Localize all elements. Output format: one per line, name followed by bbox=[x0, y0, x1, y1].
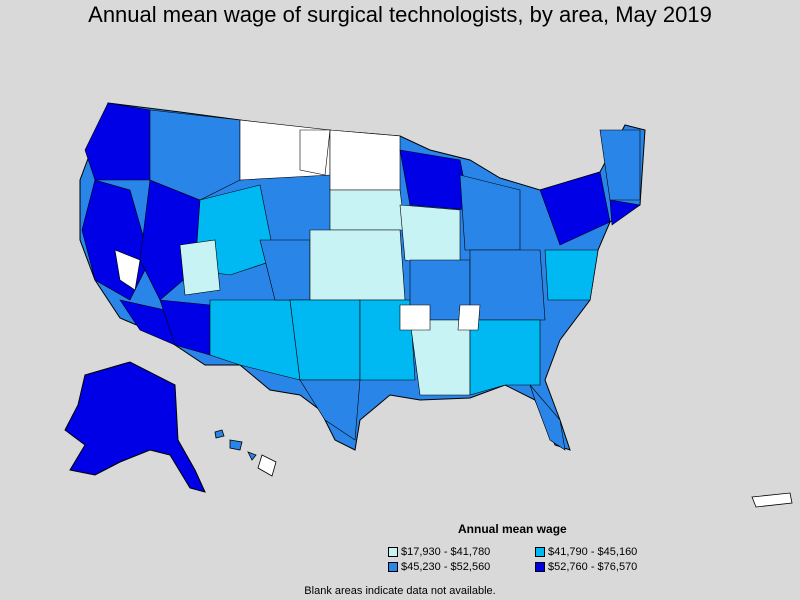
legend-label: $52,760 - $76,570 bbox=[548, 561, 638, 573]
map-area bbox=[469, 319, 541, 396]
footnote: Blank areas indicate data not available. bbox=[304, 585, 496, 597]
map-area bbox=[209, 299, 301, 381]
map-area bbox=[329, 129, 401, 191]
map-area bbox=[529, 384, 566, 451]
map-area bbox=[599, 129, 641, 201]
map-area bbox=[179, 239, 221, 296]
map-regions bbox=[81, 102, 641, 451]
map-area bbox=[299, 379, 361, 441]
puerto-rico-region bbox=[751, 492, 793, 508]
map-area bbox=[329, 189, 406, 231]
alaska-region bbox=[64, 361, 206, 493]
map-title: Annual mean wage of surgical technologis… bbox=[88, 2, 712, 27]
map-area bbox=[309, 229, 406, 301]
map-area bbox=[149, 109, 241, 201]
legend-swatch bbox=[388, 562, 398, 573]
legend-title: Annual mean wage bbox=[458, 522, 567, 536]
map-area bbox=[84, 102, 151, 181]
legend: Annual mean wage $17,930 - $41,780 $41,7… bbox=[380, 520, 680, 578]
map-area bbox=[409, 319, 471, 396]
hawaii-region bbox=[214, 429, 277, 477]
legend-swatch bbox=[535, 547, 545, 558]
map-area bbox=[544, 249, 599, 301]
legend-item: $45,230 - $52,560 bbox=[388, 561, 490, 573]
map-area bbox=[399, 304, 431, 331]
legend-label: $41,790 - $45,160 bbox=[548, 546, 638, 558]
map-area bbox=[289, 299, 361, 381]
map-area bbox=[299, 129, 331, 176]
map-area bbox=[609, 199, 641, 226]
legend-item: $41,790 - $45,160 bbox=[535, 546, 637, 558]
legend-label: $45,230 - $52,560 bbox=[401, 561, 491, 573]
map-area bbox=[457, 304, 481, 331]
legend-swatch bbox=[388, 547, 398, 558]
map-area bbox=[539, 171, 611, 246]
map-area bbox=[469, 249, 546, 321]
legend-item: $17,930 - $41,780 bbox=[388, 546, 490, 558]
legend-swatch bbox=[535, 562, 545, 573]
legend-item: $52,760 - $76,570 bbox=[535, 561, 637, 573]
map-area bbox=[114, 249, 141, 291]
legend-label: $17,930 - $41,780 bbox=[401, 546, 491, 558]
